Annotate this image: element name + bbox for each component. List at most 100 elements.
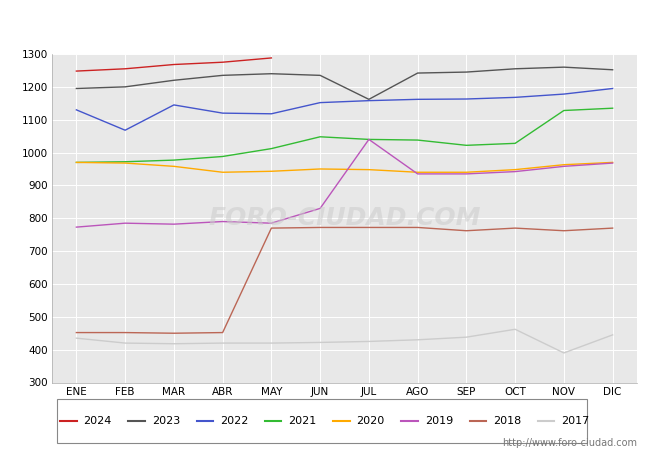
2024 <box>268 55 276 61</box>
Line: 2017: 2017 <box>77 329 612 353</box>
2020 <box>316 166 324 172</box>
2019 <box>268 220 276 226</box>
2021 <box>316 134 324 140</box>
2019 <box>72 225 81 230</box>
2022 <box>511 94 519 100</box>
2023 <box>316 72 324 78</box>
2021 <box>268 146 276 151</box>
2020 <box>365 167 373 172</box>
2018 <box>463 228 471 234</box>
2018 <box>316 225 324 230</box>
2023 <box>365 97 373 102</box>
2021 <box>413 137 421 143</box>
Text: http://www.foro-ciudad.com: http://www.foro-ciudad.com <box>502 438 637 448</box>
2022 <box>170 102 178 108</box>
2021 <box>72 160 81 165</box>
2017 <box>218 340 227 346</box>
Text: 2022: 2022 <box>220 416 248 426</box>
Line: 2021: 2021 <box>77 108 612 162</box>
2024 <box>170 62 178 67</box>
Text: 2021: 2021 <box>288 416 317 426</box>
2022 <box>608 86 616 91</box>
2022 <box>560 91 568 97</box>
2020 <box>608 160 616 165</box>
Line: 2018: 2018 <box>77 227 612 333</box>
Text: 2019: 2019 <box>424 416 453 426</box>
Text: 2023: 2023 <box>151 416 180 426</box>
2020 <box>268 169 276 174</box>
2023 <box>608 67 616 72</box>
2017 <box>365 339 373 344</box>
2018 <box>121 330 129 335</box>
2023 <box>170 77 178 83</box>
Text: 2020: 2020 <box>356 416 385 426</box>
2023 <box>413 70 421 76</box>
2021 <box>365 137 373 142</box>
2017 <box>170 341 178 346</box>
2019 <box>463 171 471 176</box>
2023 <box>560 64 568 70</box>
2018 <box>170 330 178 336</box>
2021 <box>511 141 519 146</box>
Text: Afiliados en Soto de la Vega a 31/5/2024: Afiliados en Soto de la Vega a 31/5/2024 <box>142 11 508 29</box>
2017 <box>316 340 324 345</box>
2021 <box>463 143 471 148</box>
2018 <box>365 225 373 230</box>
2017 <box>463 334 471 340</box>
Line: 2023: 2023 <box>77 67 612 99</box>
2022 <box>121 127 129 133</box>
2020 <box>413 170 421 175</box>
2021 <box>608 105 616 111</box>
2017 <box>121 340 129 346</box>
2018 <box>511 225 519 231</box>
2020 <box>218 170 227 175</box>
2021 <box>560 108 568 113</box>
2020 <box>463 170 471 175</box>
2022 <box>268 111 276 117</box>
2023 <box>268 71 276 76</box>
2024 <box>72 68 81 74</box>
2019 <box>608 160 616 166</box>
2019 <box>413 171 421 176</box>
2022 <box>365 98 373 104</box>
2018 <box>268 225 276 231</box>
2019 <box>560 164 568 169</box>
2023 <box>463 69 471 75</box>
Line: 2022: 2022 <box>77 89 612 130</box>
2019 <box>170 221 178 227</box>
2021 <box>170 158 178 163</box>
2022 <box>218 110 227 116</box>
2023 <box>121 84 129 90</box>
Text: FORO-CIUDAD.COM: FORO-CIUDAD.COM <box>208 206 481 230</box>
Line: 2019: 2019 <box>77 140 612 227</box>
2021 <box>218 154 227 159</box>
2017 <box>413 337 421 342</box>
Line: 2024: 2024 <box>77 58 272 71</box>
2024 <box>218 59 227 65</box>
2019 <box>121 220 129 226</box>
2020 <box>511 167 519 172</box>
2017 <box>72 335 81 341</box>
2018 <box>218 330 227 335</box>
Text: 2024: 2024 <box>83 416 112 426</box>
2024 <box>121 66 129 72</box>
2022 <box>463 96 471 102</box>
FancyBboxPatch shape <box>57 400 587 443</box>
2020 <box>170 164 178 169</box>
2017 <box>268 340 276 346</box>
2017 <box>511 327 519 332</box>
2018 <box>560 228 568 234</box>
2021 <box>121 159 129 164</box>
2018 <box>72 330 81 335</box>
2023 <box>218 72 227 78</box>
2020 <box>121 160 129 166</box>
2020 <box>72 160 81 165</box>
2019 <box>218 219 227 224</box>
2022 <box>72 107 81 112</box>
2022 <box>316 100 324 105</box>
2017 <box>608 332 616 338</box>
2022 <box>413 97 421 102</box>
2023 <box>511 66 519 72</box>
2018 <box>608 225 616 231</box>
Text: 2017: 2017 <box>561 416 590 426</box>
